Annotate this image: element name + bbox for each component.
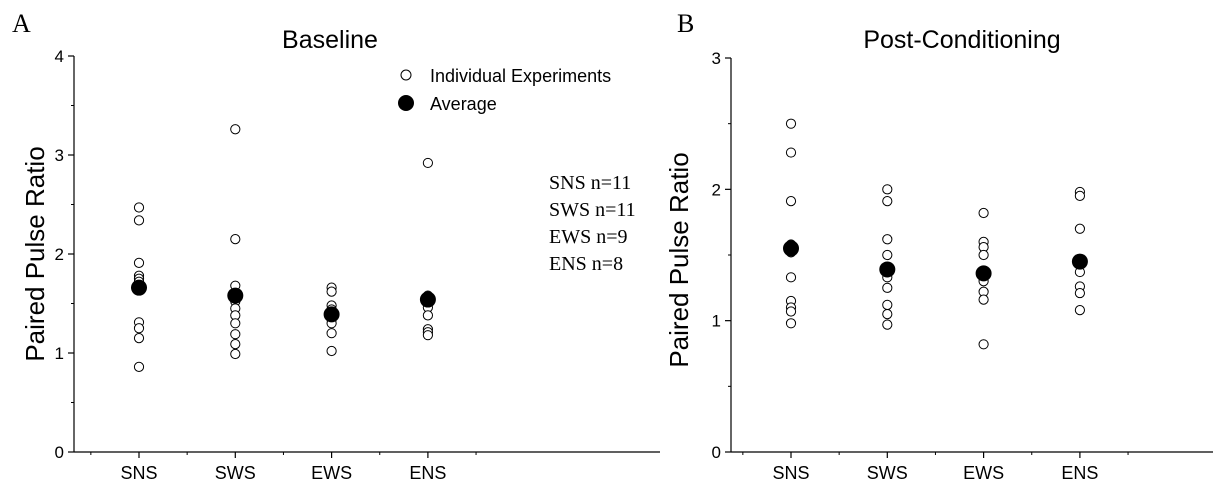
panel-b-average-point-sns [783,240,799,257]
panel-b-individual-point-ews [978,294,989,305]
n-count-ens: ENS n=8 [549,253,623,275]
panel-b-y-tick-label: 3 [712,49,721,68]
n-count-sws: SWS n=11 [549,199,636,221]
panel-b-individual-point-sws [882,234,893,245]
panel-b-average-point-ens [1071,253,1088,270]
panel-b-individual-point-sns [785,196,797,207]
legend-average-label: Average [430,94,497,114]
panel-a-y-tick-label: 4 [55,47,64,66]
panel-a-y-tick-label: 1 [55,344,64,363]
panel-a-marks [131,124,436,372]
panel-a-axes: 0 1 2 3 4 SNS SWS EWS ENS [55,47,660,483]
panel-a-individual-point-sws [230,329,241,340]
panel-a-x-tick-label-ens: ENS [409,463,446,483]
panel-b-individual-point-ews [978,249,989,261]
panel-b-x-tick-label-sns: SNS [772,463,809,483]
legend-individual-marker [400,69,412,81]
panel-b-axes: 0 1 2 3 SNS SWS EWS ENS [712,49,1213,483]
n-count-sns: SNS n=11 [549,172,631,194]
panel-b-individual-point-sws [882,299,893,311]
panel-a-individual-point-sns [133,202,145,213]
panel-a-individual-point-sws [230,318,241,329]
panel-a-x-tick-label-sws: SWS [215,463,256,483]
panel-a-individual-point-sws [230,338,241,350]
n-counts: SNS n=11 SWS n=11 EWS n=9 ENS n=8 [549,172,636,275]
panel-a-average-point-sns [131,279,147,296]
panel-b-average-point-ews [975,265,992,282]
panel-b-individual-point-sws [882,319,893,330]
panel-a-x-tick-label-sns: SNS [120,463,157,483]
panel-b-individual-point-sws [882,282,893,293]
panel-b-marks [783,118,1088,350]
panel-b-chart: Post-Conditioning Paired Pulse Ratio 0 1 2… [664,26,1213,483]
panel-b-individual-point-ews [978,339,989,350]
panel-a-individual-point-ens [422,330,433,341]
panel-b-individual-point-ens [1074,223,1086,234]
panel-a-average-point-ens [419,291,436,308]
panel-b-individual-point-sws [882,249,893,261]
panel-a-y-tick-label: 0 [55,443,64,462]
panel-b-individual-point-sns [785,147,797,158]
panel-a-y-axis-label: Paired Pulse Ratio [20,146,50,361]
panel-a-average-point-sws [227,287,244,304]
panel-b-individual-point-sws [882,196,893,207]
panel-a-individual-point-sns [133,333,145,344]
panel-b-individual-point-ens [1074,287,1086,299]
panel-b-y-tick-label: 2 [712,180,721,199]
panel-a-individual-point-sns [133,257,145,269]
panel-b-x-tick-label-ens: ENS [1061,463,1098,483]
panel-a-chart: Baseline Paired Pulse Ratio 0 1 2 3 4 SNS SWS E… [20,26,660,483]
panel-a-individual-point-sws [230,124,241,135]
panel-b-individual-point-ens [1074,305,1086,316]
n-count-ews: EWS n=9 [549,226,628,248]
panel-a-x-tick-label-ews: EWS [311,463,352,483]
panel-a-individual-point-ens [422,310,433,321]
panel-b-x-tick-label-sws: SWS [867,463,908,483]
panel-a-individual-point-ews [326,345,337,357]
panel-label-b: B [677,9,694,38]
panel-b-title: Post-Conditioning [863,26,1060,54]
panel-b-average-point-sws [879,261,896,278]
legend-average-marker [398,95,414,111]
panel-label-a: A [12,9,31,38]
panel-b-individual-point-sws [882,309,893,320]
panel-b-individual-point-ews [978,207,989,219]
panel-a-individual-point-sns [133,361,145,372]
panel-b-individual-point-sws [882,184,893,195]
legend-individual-label: Individual Experiments [430,66,611,86]
legend: Individual Experiments Average [398,66,611,114]
panel-b-individual-point-sns [785,306,797,317]
panel-a-individual-point-sws [230,348,241,360]
panel-b-individual-point-sns [785,118,797,129]
panel-b-y-axis-label: Paired Pulse Ratio [664,152,694,367]
panel-a-individual-point-ens [422,157,433,169]
panel-a-individual-point-sns [133,215,145,226]
panel-a-y-tick-label: 2 [55,245,64,264]
panel-a-average-point-ews [323,306,340,323]
panel-b-individual-point-sns [785,318,797,329]
panel-a-y-tick-label: 3 [55,146,64,165]
panel-b-y-tick-label: 1 [712,312,721,331]
panel-b-individual-point-sns [785,272,797,283]
panel-b-y-tick-label: 0 [712,443,721,462]
panel-a-individual-point-sws [230,234,241,245]
panel-a-individual-point-ews [326,286,337,297]
panel-b-individual-point-ens [1074,190,1086,201]
panel-b-x-tick-label-ews: EWS [963,463,1004,483]
panel-a-individual-point-sns [133,323,145,334]
panel-a-title: Baseline [282,26,378,54]
panel-a-individual-point-ews [326,328,337,339]
